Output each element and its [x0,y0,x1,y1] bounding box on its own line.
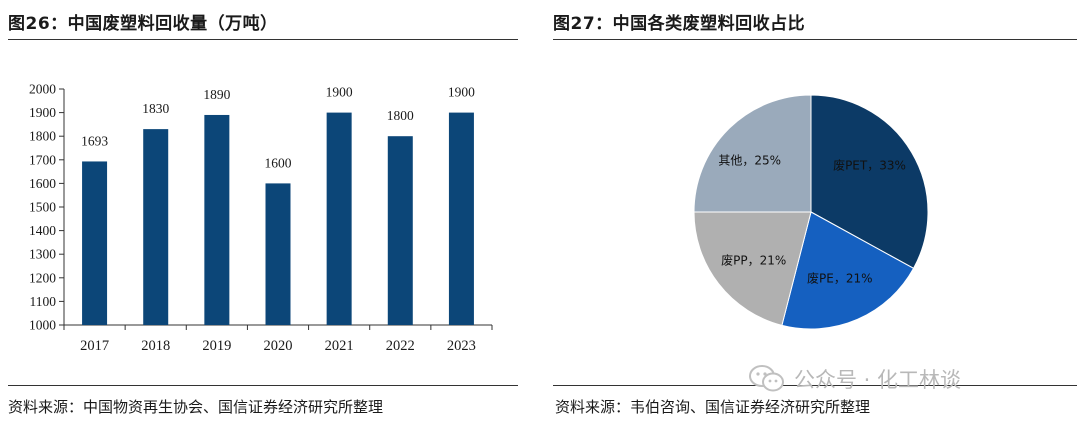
y-tick-label: 1700 [29,152,56,167]
bar [204,114,230,326]
x-tick-label: 2021 [325,338,354,354]
bar [387,136,413,325]
pie-slice [810,94,929,270]
x-tick-label: 2020 [264,338,293,354]
bar [448,112,474,325]
bar [265,183,291,325]
pie-slice [693,211,812,326]
bar-data-label: 1800 [387,108,414,123]
pie-chart: 废PET，33% 废PE，21% 废PP，21% 其他，25% [693,94,929,330]
title-rule [553,39,1077,40]
bar-chart: 1000 1100 1200 1300 1400 1500 1600 1700 1800 1900… [29,82,493,354]
bar [82,161,108,325]
y-tick-label: 1000 [29,318,56,333]
source-rule [553,385,1077,386]
pie-slice [781,211,915,330]
source-rule [8,385,518,386]
bar-chart-panel: 图26：中国废塑料回收量（万吨） 1000 1100 1200 1300 1400 150… [0,0,520,423]
bar-data-label: 1830 [142,101,169,116]
y-tick-label: 1100 [30,294,57,309]
y-tick-label: 1500 [29,200,56,215]
pie-slice-label: 废PET，33% [833,158,906,173]
y-tick-label: 1200 [29,270,56,285]
bar-chart-source: 资料来源：中国物资再生协会、国信证券经济研究所整理 [8,398,384,416]
pie-slice-label: 废PE，21% [807,271,873,286]
x-tick-label: 2018 [141,338,170,354]
y-tick-label: 2000 [29,82,56,97]
y-tick-label: 1300 [29,247,56,262]
bar-data-label: 1600 [265,155,292,170]
pie-chart-panel: 图27：中国各类废塑料回收占比 废PET，33% 废PE，21% 废PP，21% 其他… [553,0,1080,423]
pie-slice [693,94,812,213]
pie-chart-title: 图27：中国各类废塑料回收占比 [553,14,806,34]
bar-chart-title: 图26：中国废塑料回收量（万吨） [8,14,278,34]
pie-slice-label: 其他，25% [718,154,781,168]
x-tick-label: 2023 [447,338,476,354]
x-tick-label: 2019 [202,338,231,354]
bar-data-label: 1900 [448,85,475,100]
bar-chart-marks: 1693 1830 1890 1600 1900 1800 1900 [81,85,475,326]
bar-data-label: 1693 [81,133,108,148]
watermark-text: 公众号 · 化工林谈 [794,368,962,392]
bar [143,129,169,325]
x-tick-label: 2022 [386,338,415,354]
bar [326,112,352,325]
pie-chart-source: 资料来源：韦伯咨询、国信证券经济研究所整理 [555,398,871,416]
y-tick-label: 1800 [29,129,56,144]
bar-data-label: 1900 [326,85,353,100]
y-tick-label: 1400 [29,223,56,238]
y-tick-label: 1600 [29,176,56,191]
pie-chart-marks: 废PET，33% 废PE，21% 废PP，21% 其他，25% [693,94,929,330]
x-tick-label: 2017 [80,338,109,354]
title-rule [8,39,518,40]
bar-data-label: 1890 [203,87,230,102]
bar-chart-axes: 1000 1100 1200 1300 1400 1500 1600 1700 1800 1900… [29,82,493,354]
wechat-icon [748,364,786,394]
watermark: 公众号 · 化工林谈 [748,364,961,394]
y-tick-label: 1900 [29,105,56,120]
pie-slice-label: 废PP，21% [721,252,786,267]
